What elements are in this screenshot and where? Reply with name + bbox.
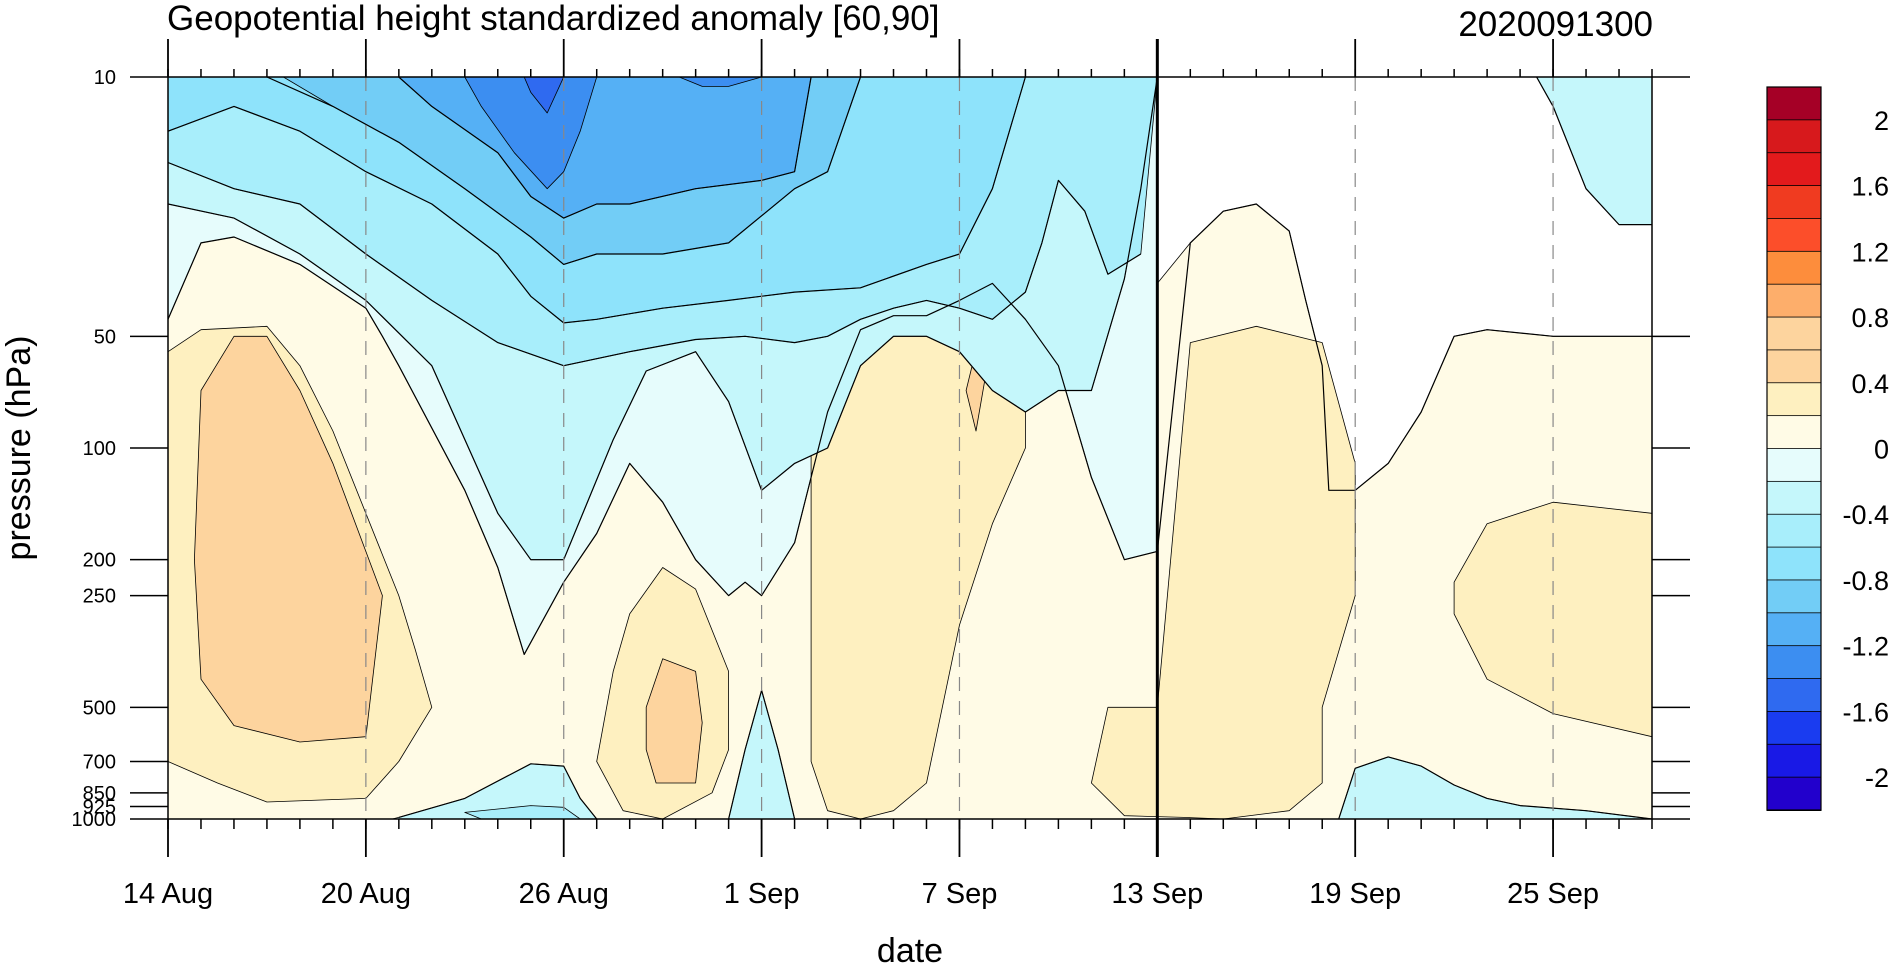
colorbar-swatch xyxy=(1766,480,1822,516)
colorbar-swatch xyxy=(1766,152,1822,187)
y-tick-label: 1000 xyxy=(72,809,117,831)
colorbar-label: 1.2 xyxy=(1851,237,1889,267)
y-tick-label: 100 xyxy=(83,438,116,460)
y-tick-label: 200 xyxy=(83,550,116,572)
x-axis: 14 Aug 20 Aug 26 Aug 1 Sep 7 Sep 13 Sep 19 Sep… xyxy=(123,39,1653,910)
y-tick-label: 850 xyxy=(83,783,116,805)
y-tick-label: 500 xyxy=(83,697,116,719)
x-tick-label: 1 Sep xyxy=(724,878,800,910)
contour-line xyxy=(1536,77,1652,226)
x-tick-label: 13 Sep xyxy=(1111,878,1203,910)
colorbar-swatch xyxy=(1766,513,1822,549)
contour-region xyxy=(193,335,383,743)
chart-title: Geopotential height standardized anomaly… xyxy=(167,0,939,38)
x-tick-label: 7 Sep xyxy=(922,878,998,910)
contour-line xyxy=(168,77,1158,561)
y-tick-label: 50 xyxy=(94,326,116,348)
colorbar-label: -2 xyxy=(1865,763,1889,793)
colorbar: 2 1.6 1.2 0.8 0.4 0 -0.4 -0.8 -1.2 -1.6 -2 xyxy=(1766,86,1889,812)
colorbar-swatch xyxy=(1766,382,1822,417)
colorbar-label: -1.2 xyxy=(1842,632,1889,662)
contour-line xyxy=(168,203,1652,656)
colorbar-swatch xyxy=(1766,448,1822,483)
colorbar-label: 1.6 xyxy=(1851,172,1889,202)
colorbar-label: 0.8 xyxy=(1851,303,1889,333)
x-tick-label: 26 Aug xyxy=(519,878,609,910)
contour-region xyxy=(678,77,762,87)
colorbar-label: 2 xyxy=(1874,106,1889,136)
x-axis-label: date xyxy=(877,932,943,969)
contour-line xyxy=(168,77,1026,324)
date-gridlines xyxy=(365,77,1554,819)
colorbar-swatch xyxy=(1766,579,1822,614)
contour-region xyxy=(464,805,581,819)
colorbar-label: 0.4 xyxy=(1851,369,1889,399)
contour-region xyxy=(1091,325,1356,819)
colorbar-label: 0 xyxy=(1874,435,1889,465)
colorbar-label: -0.8 xyxy=(1842,566,1889,596)
colorbar-swatch xyxy=(1766,316,1822,351)
colorbar-swatch xyxy=(1766,645,1822,680)
contour-region xyxy=(1453,501,1652,738)
colorbar-swatch xyxy=(1766,349,1822,384)
colorbar-swatch xyxy=(1766,678,1822,713)
colorbar-label: -1.6 xyxy=(1842,697,1889,727)
colorbar-swatch xyxy=(1766,743,1822,779)
x-tick-label: 25 Sep xyxy=(1507,878,1599,910)
colorbar-swatch xyxy=(1766,415,1822,450)
y-tick-label: 925 xyxy=(83,796,116,818)
colorbar-swatch xyxy=(1766,776,1822,812)
y-axis-label: pressure (hPa) xyxy=(0,336,38,561)
y-tick-label: 250 xyxy=(83,586,116,608)
colorbar-label: -0.4 xyxy=(1842,500,1889,530)
y-tick-label: 700 xyxy=(83,752,116,774)
colorbar-swatch xyxy=(1766,218,1822,253)
colorbar-swatch xyxy=(1766,612,1822,647)
colorbar-swatch xyxy=(1766,185,1822,220)
colorbar-swatch xyxy=(1766,119,1822,154)
chart-subtitle: 2020091300 xyxy=(1458,5,1653,44)
contour-line xyxy=(1338,756,1652,819)
contour-line xyxy=(398,763,598,819)
colorbar-swatch xyxy=(1766,283,1822,319)
contour-line-layer xyxy=(168,77,1652,819)
colorbar-swatch xyxy=(1766,711,1822,746)
contour-line xyxy=(266,77,862,265)
contour-fill-layer xyxy=(168,77,1652,819)
x-tick-label: 20 Aug xyxy=(321,878,411,910)
y-tick-label: 10 xyxy=(94,67,116,89)
contour-region xyxy=(523,77,565,114)
x-tick-label: 19 Sep xyxy=(1309,878,1401,910)
colorbar-swatch xyxy=(1766,86,1822,121)
x-tick-label: 14 Aug xyxy=(123,878,213,910)
colorbar-frame xyxy=(1766,86,1822,811)
contour-region xyxy=(645,658,703,784)
contour-line xyxy=(398,77,812,219)
contour-line xyxy=(168,161,1142,367)
contour-region xyxy=(1536,77,1652,226)
colorbar-swatch xyxy=(1766,546,1822,581)
colorbar-swatch xyxy=(1766,250,1822,286)
